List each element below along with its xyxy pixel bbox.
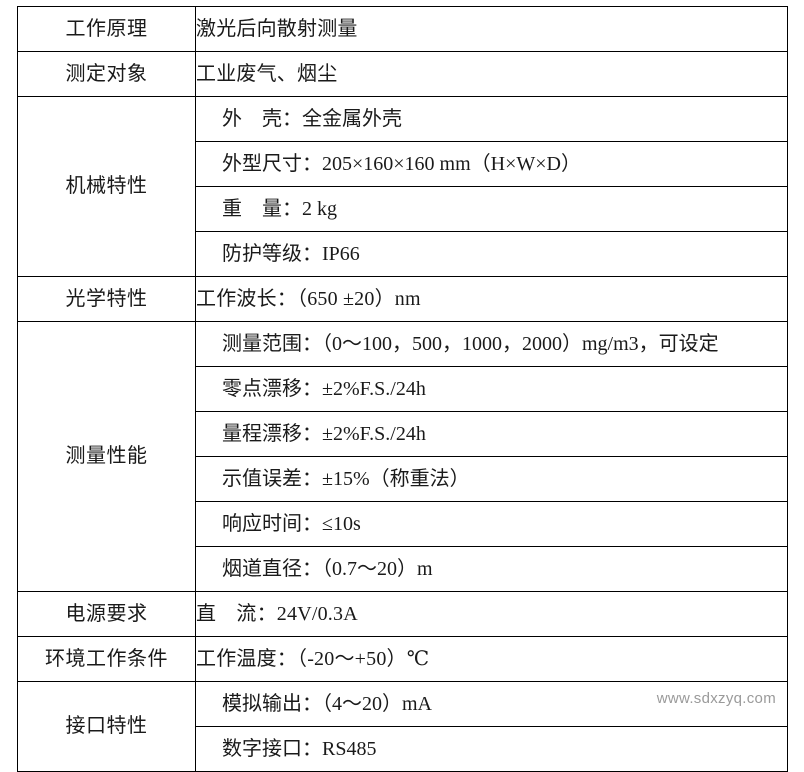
sub-value-measuring-range: 测量范围：（0～100，500，1000，2000）mg/m3，可设定 [196,322,787,367]
table-row: 光学特性 工作波长：（650 ±20）nm [17,276,788,322]
table-row: 测量性能 测量范围：（0～100，500，1000，2000）mg/m3，可设定… [17,321,788,592]
sub-row: 外型尺寸：205×160×160 mm（H×W×D） [196,141,787,187]
sub-value-dimensions: 外型尺寸：205×160×160 mm（H×W×D） [196,141,787,187]
row-value-working-principle: 激光后向散射测量 [195,6,788,52]
sub-value-protection-rating: 防护等级：IP66 [222,242,360,265]
sub-table-measurement: 测量范围：（0～100，500，1000，2000）mg/m3，可设定 零点漂移… [196,322,787,591]
sub-row: 外 壳：全金属外壳 [196,97,787,142]
table-row: 环境工作条件 工作温度：（-20～+50）℃ [17,636,788,682]
sub-row: 测量范围：（0～100，500，1000，2000）mg/m3，可设定 [196,322,787,367]
sub-row: 零点漂移：±2%F.S./24h [196,366,787,412]
row-value-power-requirement: 直 流：24V/0.3A [195,591,788,637]
site-watermark: www.sdxzyq.com [656,690,776,707]
specification-sheet: 工作原理 激光后向散射测量 测定对象 工业废气、烟尘 机械特性 外 壳：全金属外… [17,6,788,772]
table-row: 工作原理 激光后向散射测量 [17,6,788,52]
sub-value-housing: 外 壳：全金属外壳 [196,97,787,142]
sub-value-zero-drift: 零点漂移：±2%F.S./24h [196,366,787,412]
table-row: 机械特性 外 壳：全金属外壳 外型尺寸：205×160×160 mm（H×W×D… [17,96,788,277]
sub-row: 量程漂移：±2%F.S./24h [196,411,787,457]
row-label-mechanical-properties: 机械特性 [17,96,196,277]
sub-value-response-time: 响应时间：≤10s [196,501,787,547]
sub-row: 示值误差：±15%（称重法） [196,456,787,502]
row-label-environmental-conditions: 环境工作条件 [17,636,196,682]
table-row: 电源要求 直 流：24V/0.3A [17,591,788,637]
sub-value-analog-output: 模拟输出：（4～20）mA [196,682,787,727]
sub-row: 响应时间：≤10s [196,501,787,547]
sub-value-indication-error: 示值误差：±15%（称重法） [196,456,787,502]
sub-table-mechanical: 外 壳：全金属外壳 外型尺寸：205×160×160 mm（H×W×D） 重 量… [196,97,787,276]
sub-value-span-drift: 量程漂移：±2%F.S./24h [196,411,787,457]
row-group-measurement-performance: 测量范围：（0～100，500，1000，2000）mg/m3，可设定 零点漂移… [195,321,788,592]
specification-table-body: 工作原理 激光后向散射测量 测定对象 工业废气、烟尘 机械特性 外 壳：全金属外… [17,6,788,772]
row-label-optical-properties: 光学特性 [17,276,196,322]
row-label-power-requirement: 电源要求 [17,591,196,637]
row-label-measurement-target: 测定对象 [17,51,196,97]
row-label-working-principle: 工作原理 [17,6,196,52]
row-label-interface-properties: 接口特性 [17,681,196,772]
row-label-measurement-performance: 测量性能 [17,321,196,592]
sub-value-duct-diameter: 烟道直径：（0.7～20）m [222,557,433,580]
sub-row: 重 量：2 kg [196,186,787,232]
sub-row: 防护等级：IP66 [196,232,787,277]
sub-row: 烟道直径：（0.7～20）m [196,547,787,592]
row-value-wavelength: 工作波长：（650 ±20）nm [195,276,788,322]
sub-value-weight: 重 量：2 kg [196,186,787,232]
row-group-mechanical-properties: 外 壳：全金属外壳 外型尺寸：205×160×160 mm（H×W×D） 重 量… [195,96,788,277]
sub-row: 数字接口：RS485 [196,727,787,772]
specification-table: 工作原理 激光后向散射测量 测定对象 工业废气、烟尘 机械特性 外 壳：全金属外… [17,6,788,772]
table-row: 测定对象 工业废气、烟尘 [17,51,788,97]
sub-value-digital-interface: 数字接口：RS485 [222,737,377,760]
sub-row: 模拟输出：（4～20）mA [196,682,787,727]
row-value-operating-temperature: 工作温度：（-20～+50）℃ [195,636,788,682]
row-value-measurement-target: 工业废气、烟尘 [195,51,788,97]
